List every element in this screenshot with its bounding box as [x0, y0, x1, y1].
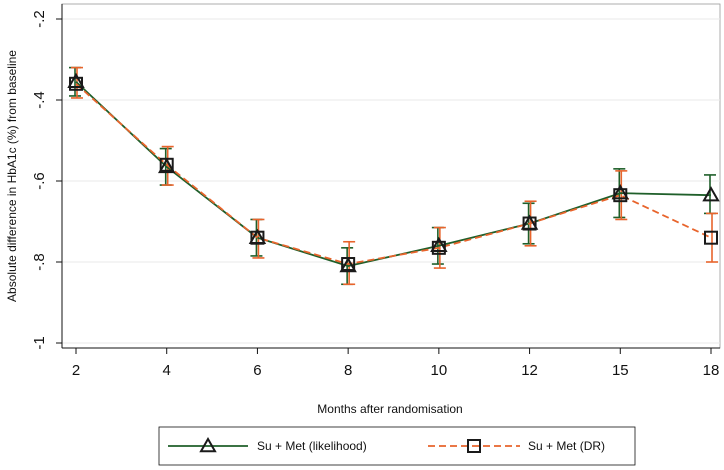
y-tick-label-3: -.8 — [31, 253, 48, 271]
point-s0-4 — [430, 236, 448, 253]
legend-key-marker-likelihood — [199, 436, 217, 453]
point-s1-4 — [431, 240, 446, 255]
x-axis-ticks: 2 4 6 8 10 12 15 18 — [72, 348, 720, 379]
point-s1-6 — [613, 188, 628, 203]
x-tick-label-4: 10 — [431, 362, 448, 379]
x-tick-label-2: 6 — [253, 362, 261, 379]
point-s0-0 — [67, 72, 85, 89]
point-s0-3 — [339, 257, 357, 273]
legend-label-likelihood: Su + Met (likelihood) — [257, 439, 367, 453]
y-tick-label-1: -.4 — [31, 91, 48, 109]
x-tick-label-7: 18 — [703, 362, 720, 379]
point-s1-1 — [159, 157, 174, 172]
x-tick-label-6: 15 — [612, 362, 629, 379]
point-s1-3 — [341, 257, 356, 272]
point-s0-7 — [702, 186, 720, 202]
point-s0-6 — [611, 184, 630, 200]
point-s1-5 — [522, 216, 537, 231]
point-s0-1 — [157, 157, 176, 174]
x-tick-label-1: 4 — [163, 362, 171, 379]
x-tick-label-0: 2 — [72, 362, 80, 379]
y-tick-label-2: -.6 — [31, 172, 48, 190]
plot-area — [61, 3, 721, 349]
point-s1-2 — [250, 230, 265, 245]
y-tick-label-0: -.2 — [31, 10, 48, 28]
legend: Su + Met (likelihood) Su + Met (DR) — [158, 426, 636, 466]
y-axis-title: Absolute difference in HbA1c (%) from ba… — [5, 50, 19, 302]
x-tick-label-5: 12 — [521, 362, 538, 379]
x-axis-title: Months after randomisation — [317, 402, 462, 416]
gridlines — [62, 18, 720, 344]
series-layer — [67, 66, 720, 286]
y-axis-ticks: -.2 -.4 -.6 -.8 -1 — [31, 10, 62, 350]
point-s1-7 — [704, 230, 718, 245]
point-s1-0 — [69, 76, 83, 91]
axes — [61, 4, 720, 349]
legend-key-marker-dr — [467, 439, 481, 453]
legend-label-dr: Su + Met (DR) — [528, 439, 605, 453]
series-line-1 — [75, 83, 712, 265]
legend-items — [168, 436, 520, 453]
x-tick-label-3: 8 — [344, 362, 352, 379]
y-tick-label-4: -1 — [31, 336, 48, 349]
